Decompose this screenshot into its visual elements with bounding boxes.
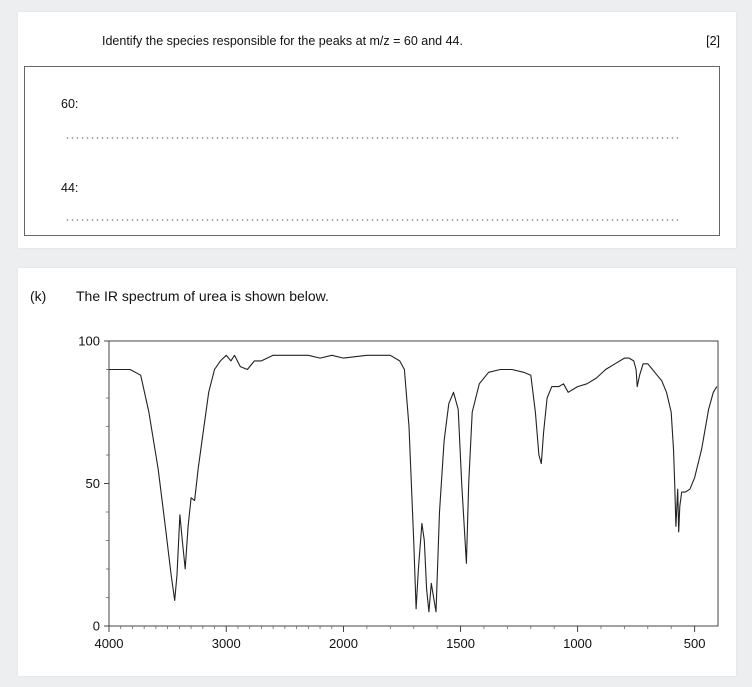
answer-line-60[interactable] [65,137,680,139]
x-tick-label: 1000 [563,636,592,651]
part-label: (k) [30,288,47,304]
x-tick-label: 500 [684,636,706,651]
spectrum-line [109,354,718,613]
x-tick-label: 4000 [95,636,124,651]
answer-label-44: 44: [61,181,79,195]
x-tick-label: 2000 [329,636,358,651]
question-card: Identify the species responsible for the… [18,12,736,248]
question-text: Identify the species responsible for the… [102,34,463,48]
plot-frame [108,340,719,627]
answer-label-60: 60: [61,97,79,111]
answer-box: 60: 44: [24,66,720,236]
x-tick-label: 3000 [212,636,241,651]
part-text: The IR spectrum of urea is shown below. [76,288,329,304]
x-tick-label: 1500 [446,636,475,651]
answer-line-44[interactable] [65,219,680,221]
marks-label: [2] [706,34,720,48]
y-tick-label: 50 [86,476,100,491]
y-tick-label: 0 [93,619,100,634]
ir-card: (k) The IR spectrum of urea is shown bel… [18,268,736,676]
y-tick-label: 100 [78,334,100,349]
